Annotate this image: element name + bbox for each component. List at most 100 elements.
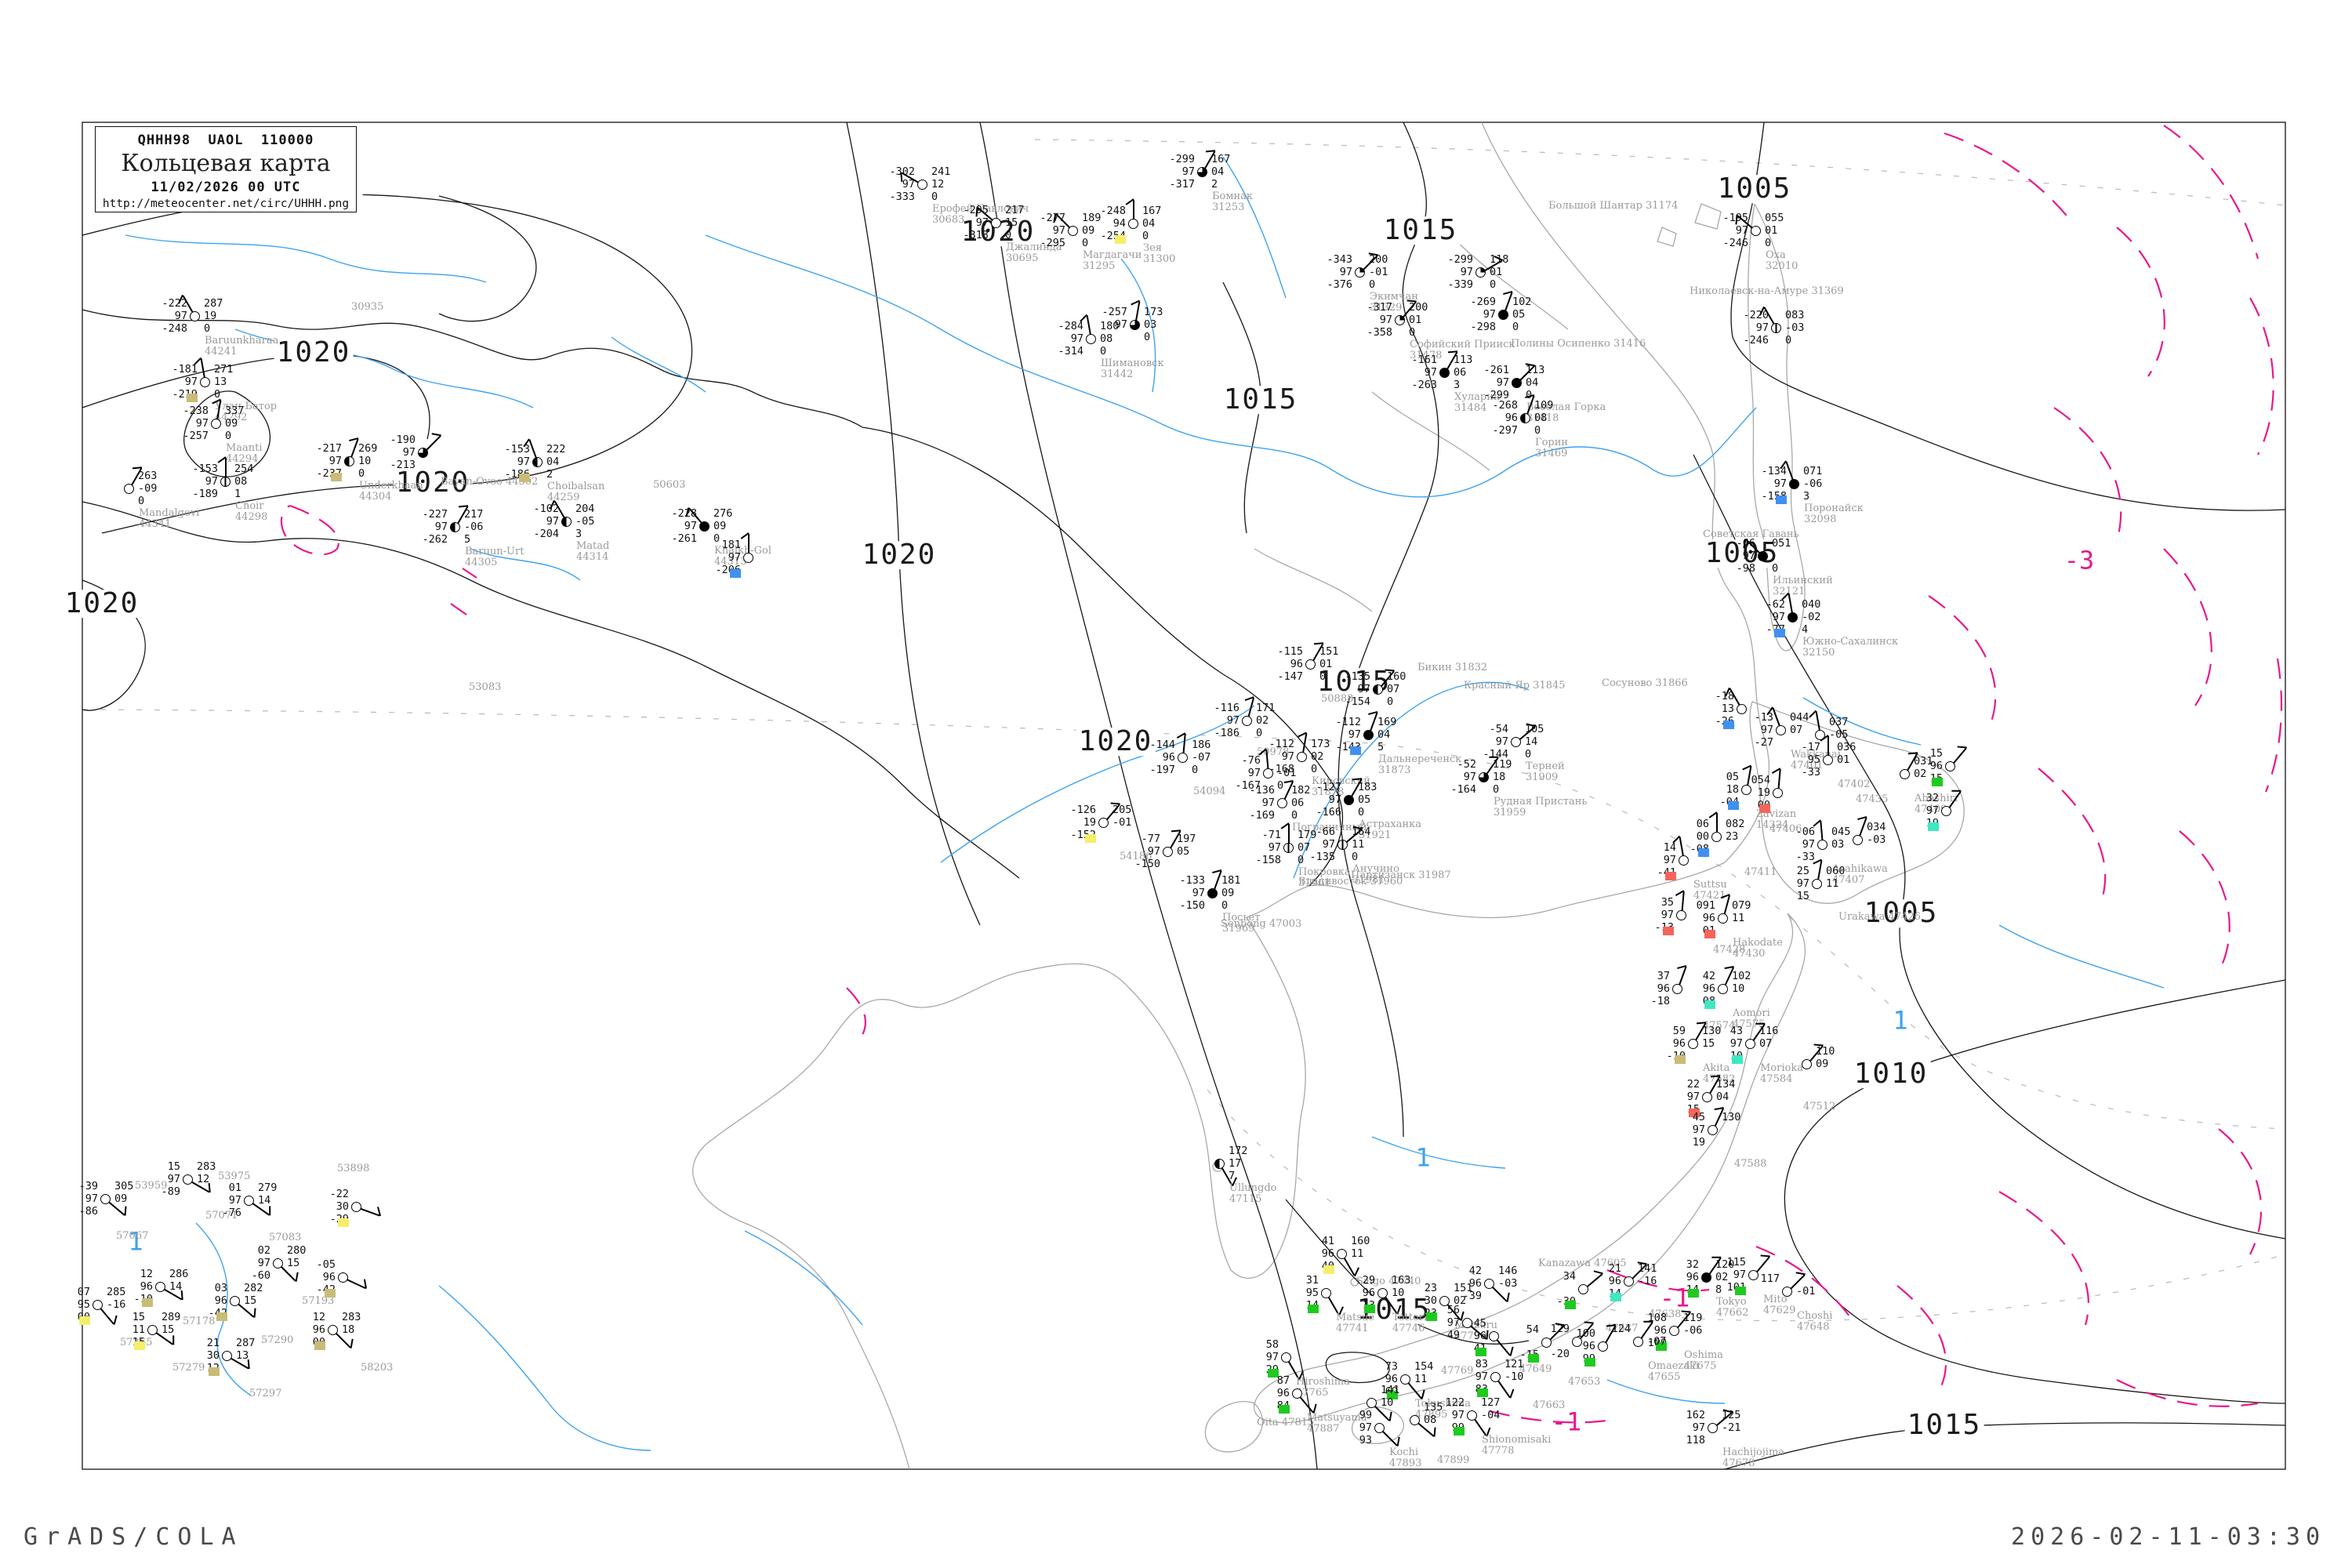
weather-flag-icon <box>1610 1293 1621 1301</box>
station-label: Зея 31300 <box>1143 242 1176 265</box>
station-circle-icon <box>1292 1388 1302 1399</box>
weather-flag-icon <box>216 1312 227 1321</box>
station-circle-icon <box>699 521 710 532</box>
weather-flag-icon <box>338 1218 349 1227</box>
station-circle-icon <box>1711 832 1722 842</box>
station-values-left: -153 97 -189 <box>192 463 218 500</box>
station-values-left: -102 97 -204 <box>533 503 559 540</box>
station-values-left: 99 97 93 <box>1359 1409 1372 1446</box>
station-values-left: -277 97 -295 <box>1040 212 1065 249</box>
station-circle-icon <box>220 477 230 487</box>
station-values-right: 197 05 <box>1177 833 1196 858</box>
station-name-label: 47649 <box>1519 1363 1552 1375</box>
station-circle-icon <box>1410 1415 1420 1425</box>
station-label: Morioka 47584 <box>1760 1062 1803 1085</box>
station-values-right: 167 04 0 <box>1142 205 1162 242</box>
station-circle-icon <box>1771 323 1781 333</box>
station-circle-icon <box>190 311 200 321</box>
station-circle-icon <box>1702 1092 1712 1102</box>
station-circle-icon <box>1355 267 1365 278</box>
station-values-left: -77 97 -150 <box>1134 833 1160 870</box>
station-name-label: 57083 <box>269 1232 302 1243</box>
station-values-right <box>1959 747 2009 785</box>
station-circle-icon <box>1467 1410 1477 1421</box>
station-circle-icon <box>1321 1288 1331 1298</box>
station-values-right: 163 10 <box>1392 1274 1411 1299</box>
station-circle-icon <box>244 1196 254 1206</box>
station-values-right: 055 01 0 <box>1765 212 1784 249</box>
map-frame <box>82 122 2286 1470</box>
isotherm-label: 1 <box>128 1226 143 1257</box>
station-values-right: 179 07 0 <box>1298 829 1317 866</box>
station-label: Oshima 47675 <box>1684 1349 1723 1372</box>
station-label: Пограничный <box>1292 822 1367 833</box>
station-values-right: 082 23 <box>1726 818 1745 843</box>
station-circle-icon <box>1782 1287 1792 1297</box>
weather-flag-icon <box>1689 1109 1700 1117</box>
station-name-label: Николаевск-на-Амуре 31369 <box>1690 285 1844 297</box>
weather-flag-icon <box>1704 930 1715 938</box>
station-circle-icon <box>1751 226 1761 236</box>
station-values-right: 109 08 0 <box>1534 399 1554 437</box>
station-name-label: Большой Шантар 31174 <box>1548 200 1679 212</box>
station-label: Choir 44298 <box>235 500 268 523</box>
station-values-left: -71 97 -158 <box>1255 829 1281 866</box>
station-values-right: 045 03 <box>1831 826 1851 851</box>
station-values-right: 037 -05 <box>1829 716 1849 741</box>
weather-flag-icon <box>1308 1305 1319 1313</box>
station-values-left: -284 97 -314 <box>1058 320 1083 358</box>
station-label: Hakodate 47430 <box>1733 937 1783 960</box>
station-values-right: 189 09 0 <box>1082 212 1102 249</box>
station-label: Экимчан 31329 <box>1370 291 1418 314</box>
station-circle-icon <box>1541 1338 1552 1348</box>
station-circle-icon <box>1679 855 1689 866</box>
station-circle-icon <box>1479 772 1489 782</box>
station-circle-icon <box>1676 910 1686 920</box>
station-values-left: -39 97 -86 <box>78 1180 98 1218</box>
station-circle-icon <box>1163 847 1173 857</box>
station-circle-icon <box>1572 1337 1582 1347</box>
station-values-left: -54 97 -144 <box>1483 723 1508 760</box>
weather-flag-icon <box>1268 1369 1279 1377</box>
station-circle-icon <box>1263 768 1273 779</box>
station-circle-icon <box>222 1351 232 1361</box>
station-circle-icon <box>1669 1326 1679 1336</box>
station-values-right: 241 12 0 <box>931 165 951 203</box>
station-values-left: -190 97 -213 <box>390 434 416 471</box>
station-circle-icon <box>418 448 428 458</box>
isobar-label: 1005 <box>1702 539 1782 568</box>
station-name-label: 47406 <box>1769 823 1802 835</box>
station-label: Магдагачи 31295 <box>1083 249 1142 272</box>
station-name-label: 47663 <box>1533 1399 1566 1411</box>
station-name-label: Советская Гавань <box>1703 528 1799 540</box>
station-name-label: 30935 <box>351 301 384 313</box>
station-circle-icon <box>1598 1341 1608 1352</box>
station-values-left: -52 97 -164 <box>1450 758 1476 796</box>
station-values-left: -220 97 -246 <box>1743 309 1769 347</box>
station-name-label: Saigo 47740 <box>1356 1276 1421 1287</box>
station-values-right: 120 02 8 <box>1715 1258 1735 1296</box>
weather-flag-icon <box>1675 1055 1686 1064</box>
station-circle-icon <box>1708 1423 1718 1433</box>
station-label: Abashiri 47409 <box>1915 793 1958 815</box>
station-values-right: 337 09 0 <box>225 405 245 442</box>
station-values-left <box>1316 1384 1364 1421</box>
station-values-left: 37 96 -18 <box>1650 970 1670 1007</box>
station-label: Suttsu 47421 <box>1693 879 1727 902</box>
station-circle-icon <box>1475 267 1486 278</box>
weather-flag-icon <box>730 569 741 578</box>
isobar-label: 1020 <box>1076 728 1156 757</box>
coastlines <box>692 122 1965 1470</box>
station-name-label: 53083 <box>469 681 502 693</box>
title-box: QHHH98 UAOL 110000 Кольцевая карта 11/02… <box>95 126 357 212</box>
station-name-label: 57193 <box>302 1295 335 1307</box>
isotherms <box>280 125 2283 1424</box>
weather-flag-icon <box>1928 822 1939 831</box>
station-values-right <box>1555 1323 1606 1361</box>
station-circle-icon <box>183 1174 193 1185</box>
station-name-label: Владивосток 31960 <box>1298 876 1403 887</box>
station-circle-icon <box>351 1202 361 1212</box>
station-circle-icon <box>1363 730 1374 740</box>
isobar-label: 1015 <box>1354 1296 1434 1325</box>
station-values-right: 173 03 0 <box>1144 306 1163 343</box>
